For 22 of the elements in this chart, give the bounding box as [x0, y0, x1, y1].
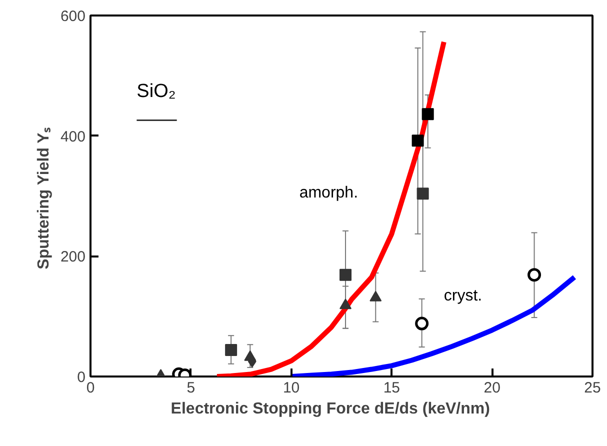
x-tick-label: 10: [282, 380, 300, 396]
point: [340, 298, 352, 310]
point: [422, 108, 434, 120]
point: [416, 188, 429, 200]
y-axis-title: Sputtering Yield Yₛ: [35, 128, 52, 270]
point: [415, 316, 429, 330]
y-tick-label: 200: [60, 248, 86, 266]
point: [528, 268, 542, 282]
x-axis-title: Electronic Stopping Force dE/ds (keV/nm): [170, 400, 490, 418]
annotation: amorph.: [299, 184, 358, 202]
point: [340, 268, 352, 281]
annotation: SiO₂: [136, 81, 176, 102]
x-tick-label: 5: [186, 380, 196, 396]
point: [370, 290, 382, 302]
annotation: cryst.: [444, 287, 482, 304]
y-tick-label: 400: [60, 128, 86, 146]
x-tick-label: 25: [584, 380, 601, 396]
y-tick-label: 600: [60, 8, 86, 25]
x-tick-label: 15: [383, 380, 400, 396]
x-tick-label: 20: [484, 380, 500, 396]
point: [412, 134, 424, 147]
y-tick-label: 0: [77, 369, 86, 386]
